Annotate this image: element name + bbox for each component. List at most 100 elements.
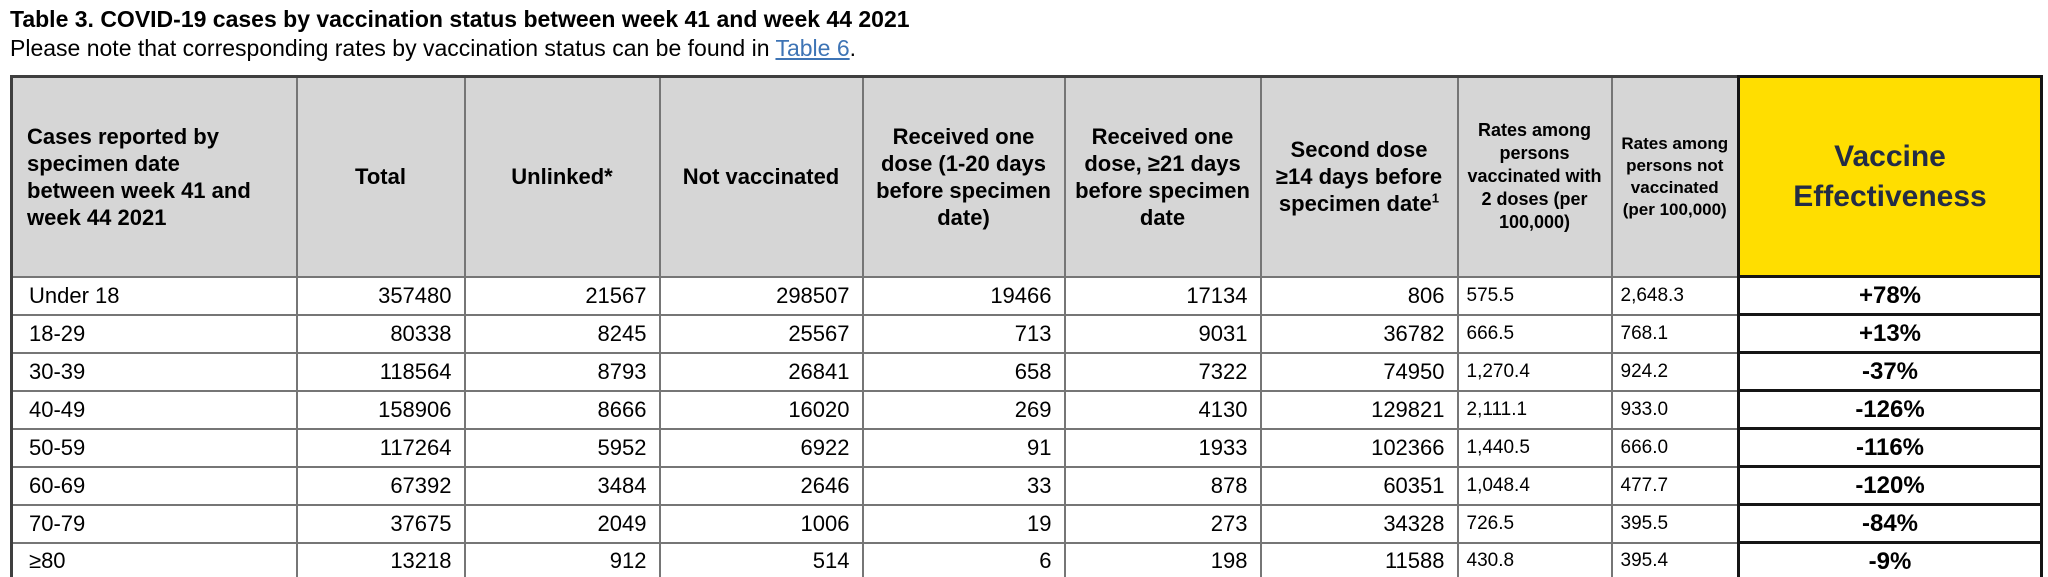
- not-vaccinated-cell: 1006: [658, 503, 864, 544]
- rate-not-vaccinated-cell: 666.0: [1610, 427, 1740, 468]
- rate-not-vaccinated-cell: 395.4: [1610, 541, 1740, 577]
- one-dose-21plus-cell: 878: [1063, 465, 1262, 506]
- footnote-marker: 1: [1431, 190, 1440, 206]
- rate-vaccinated-cell: 666.5: [1456, 313, 1613, 354]
- subtitle-text: Please note that corresponding rates by …: [10, 35, 776, 61]
- col-header-rate-not-vaccinated: Rates among persons not vaccinated (per …: [1610, 75, 1740, 278]
- col-header-not-vaccinated: Not vaccinated: [658, 75, 864, 278]
- rate-vaccinated-cell: 1,270.4: [1456, 351, 1613, 392]
- not-vaccinated-cell: 514: [658, 541, 864, 577]
- vaccine-effectiveness-cell: -84%: [1737, 503, 2043, 544]
- unlinked-cell: 8245: [463, 313, 661, 354]
- one-dose-1-20-cell: 6: [861, 541, 1066, 577]
- unlinked-cell: 5952: [463, 427, 661, 468]
- total-cell: 158906: [295, 389, 466, 430]
- page-subtitle: Please note that corresponding rates by …: [10, 34, 2048, 62]
- vaccine-effectiveness-cell: -126%: [1737, 389, 2043, 430]
- vaccine-effectiveness-cell: -9%: [1737, 541, 2043, 577]
- one-dose-1-20-cell: 19: [861, 503, 1066, 544]
- subtitle-period: .: [849, 35, 857, 61]
- vaccine-effectiveness-cell: -116%: [1737, 427, 2043, 468]
- one-dose-1-20-cell: 19466: [861, 275, 1066, 316]
- col-header-rate-vaccinated: Rates among persons vaccinated with 2 do…: [1456, 75, 1613, 278]
- rate-not-vaccinated-cell: 2,648.3: [1610, 275, 1740, 316]
- not-vaccinated-cell: 25567: [658, 313, 864, 354]
- unlinked-cell: 912: [463, 541, 661, 577]
- age-group-cell: 70-79: [10, 503, 298, 544]
- age-group-cell: 50-59: [10, 427, 298, 468]
- vaccine-effectiveness-cell: -37%: [1737, 351, 2043, 392]
- table-row-under-18: Under 18 357480 21567 298507 19466 17134…: [10, 275, 2043, 316]
- total-cell: 13218: [295, 541, 466, 577]
- total-cell: 80338: [295, 313, 466, 354]
- unlinked-cell: 8666: [463, 389, 661, 430]
- second-dose-cell: 60351: [1259, 465, 1459, 506]
- not-vaccinated-cell: 26841: [658, 351, 864, 392]
- age-group-cell: ≥80: [10, 541, 298, 577]
- one-dose-1-20-cell: 658: [861, 351, 1066, 392]
- total-cell: 117264: [295, 427, 466, 468]
- col-header-total: Total: [295, 75, 466, 278]
- rate-not-vaccinated-cell: 933.0: [1610, 389, 1740, 430]
- age-group-cell: 18-29: [10, 313, 298, 354]
- not-vaccinated-cell: 298507: [658, 275, 864, 316]
- second-dose-cell: 36782: [1259, 313, 1459, 354]
- header-row: Cases reported by specimen date between …: [10, 75, 2043, 278]
- one-dose-21plus-cell: 1933: [1063, 427, 1262, 468]
- table-row-40-49: 40-49 158906 8666 16020 269 4130 129821 …: [10, 389, 2043, 430]
- table-row-50-59: 50-59 117264 5952 6922 91 1933 102366 1,…: [10, 427, 2043, 468]
- table-row-70-79: 70-79 37675 2049 1006 19 273 34328 726.5…: [10, 503, 2043, 544]
- rate-vaccinated-cell: 726.5: [1456, 503, 1613, 544]
- one-dose-21plus-cell: 9031: [1063, 313, 1262, 354]
- total-cell: 357480: [295, 275, 466, 316]
- unlinked-cell: 21567: [463, 275, 661, 316]
- one-dose-21plus-cell: 273: [1063, 503, 1262, 544]
- table-row-60-69: 60-69 67392 3484 2646 33 878 60351 1,048…: [10, 465, 2043, 506]
- col-header-one-dose-1-20: Received one dose (1-20 days before spec…: [861, 75, 1066, 278]
- rate-not-vaccinated-cell: 477.7: [1610, 465, 1740, 506]
- vaccine-effectiveness-cell: +13%: [1737, 313, 2043, 354]
- rate-vaccinated-cell: 430.8: [1456, 541, 1613, 577]
- second-dose-cell: 129821: [1259, 389, 1459, 430]
- second-dose-cell: 102366: [1259, 427, 1459, 468]
- not-vaccinated-cell: 16020: [658, 389, 864, 430]
- unlinked-cell: 2049: [463, 503, 661, 544]
- rate-not-vaccinated-cell: 395.5: [1610, 503, 1740, 544]
- col-header-vaccine-effectiveness: Vaccine Effectiveness: [1737, 75, 2043, 278]
- one-dose-1-20-cell: 91: [861, 427, 1066, 468]
- table-row-80plus: ≥80 13218 912 514 6 198 11588 430.8 395.…: [10, 541, 2043, 577]
- col-header-unlinked: Unlinked*: [463, 75, 661, 278]
- age-group-cell: 60-69: [10, 465, 298, 506]
- one-dose-21plus-cell: 17134: [1063, 275, 1262, 316]
- rate-vaccinated-cell: 575.5: [1456, 275, 1613, 316]
- unlinked-cell: 3484: [463, 465, 661, 506]
- second-dose-cell: 74950: [1259, 351, 1459, 392]
- second-dose-cell: 34328: [1259, 503, 1459, 544]
- table-row-30-39: 30-39 118564 8793 26841 658 7322 74950 1…: [10, 351, 2043, 392]
- table-6-link[interactable]: Table 6: [775, 35, 850, 61]
- one-dose-1-20-cell: 33: [861, 465, 1066, 506]
- col-header-cases: Cases reported by specimen date between …: [10, 75, 298, 278]
- rate-vaccinated-cell: 1,440.5: [1456, 427, 1613, 468]
- one-dose-21plus-cell: 7322: [1063, 351, 1262, 392]
- rate-vaccinated-cell: 1,048.4: [1456, 465, 1613, 506]
- col-header-one-dose-21plus: Received one dose, ≥21 days before speci…: [1063, 75, 1262, 278]
- vaccine-effectiveness-cell: +78%: [1737, 275, 2043, 316]
- unlinked-cell: 8793: [463, 351, 661, 392]
- total-cell: 118564: [295, 351, 466, 392]
- covid-cases-table: Cases reported by specimen date between …: [10, 75, 2043, 577]
- not-vaccinated-cell: 6922: [658, 427, 864, 468]
- one-dose-1-20-cell: 713: [861, 313, 1066, 354]
- rate-vaccinated-cell: 2,111.1: [1456, 389, 1613, 430]
- one-dose-1-20-cell: 269: [861, 389, 1066, 430]
- one-dose-21plus-cell: 4130: [1063, 389, 1262, 430]
- rate-not-vaccinated-cell: 768.1: [1610, 313, 1740, 354]
- age-group-cell: 30-39: [10, 351, 298, 392]
- age-group-cell: Under 18: [10, 275, 298, 316]
- rate-not-vaccinated-cell: 924.2: [1610, 351, 1740, 392]
- page-title: Table 3. COVID-19 cases by vaccination s…: [10, 6, 910, 32]
- second-dose-cell: 11588: [1259, 541, 1459, 577]
- table-row-18-29: 18-29 80338 8245 25567 713 9031 36782 66…: [10, 313, 2043, 354]
- col-header-second-dose: Second dose ≥14 days before specimen dat…: [1259, 75, 1459, 278]
- total-cell: 67392: [295, 465, 466, 506]
